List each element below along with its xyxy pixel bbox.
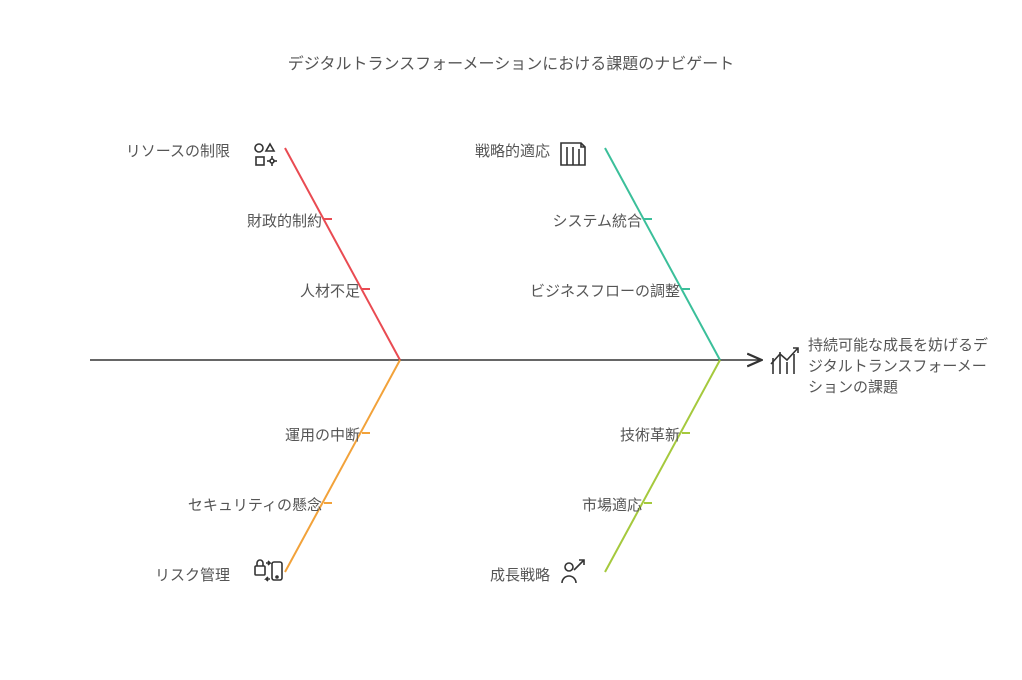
sub-tick (644, 218, 652, 220)
sub-tick (682, 288, 690, 290)
bone-growth (605, 360, 720, 572)
bone-resources-label: リソースの制限 (126, 140, 230, 161)
person-arrow-icon (558, 556, 588, 591)
sub-label: 人材不足 (300, 280, 360, 301)
sub-tick (362, 288, 370, 290)
shapes-icon (252, 140, 282, 175)
lock-cycle-icon (252, 556, 286, 591)
sub-label: 運用の中断 (285, 424, 360, 445)
sub-label: セキュリティの懸念 (188, 494, 322, 515)
bone-resources (285, 148, 400, 360)
sub-label: 市場適応 (582, 494, 642, 515)
sub-label: システム統合 (552, 210, 642, 231)
bone-risk (285, 360, 400, 572)
head-chart-icon (768, 344, 802, 383)
bone-risk-label: リスク管理 (155, 564, 230, 585)
sub-tick (644, 502, 652, 504)
bone-strategy (605, 148, 720, 360)
sub-tick (362, 432, 370, 434)
sub-label: ビジネスフローの調整 (530, 280, 680, 301)
board-icon (558, 140, 588, 173)
sub-tick (324, 502, 332, 504)
sub-tick (324, 218, 332, 220)
bone-strategy-label: 戦略的適応 (475, 140, 550, 161)
diagram-title: デジタルトランスフォーメーションにおける課題のナビゲート (0, 50, 1022, 74)
sub-tick (682, 432, 690, 434)
sub-label: 財政的制約 (247, 210, 322, 231)
bone-growth-label: 成長戦略 (490, 564, 550, 585)
sub-label: 技術革新 (620, 424, 680, 445)
head-label: 持続可能な成長を妨げるデジタルトランスフォーメーションの課題 (808, 335, 988, 398)
